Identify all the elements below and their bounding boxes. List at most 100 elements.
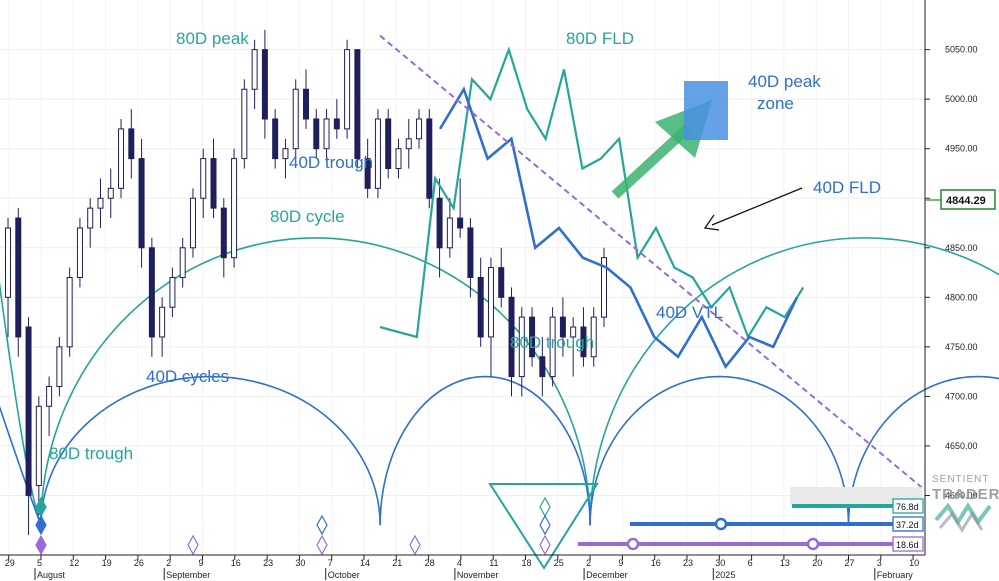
logo-text-top: SENTIENT: [932, 474, 989, 485]
candle-body: [220, 207, 227, 259]
trough-diamond: [35, 534, 47, 556]
vtl-40d-line: [379, 34, 923, 489]
month-label: September: [166, 570, 210, 580]
cycle-arc: [40, 375, 381, 526]
x-tick-label: 30: [715, 558, 725, 568]
label-40d-vtl: 40D VTL: [656, 303, 723, 322]
candle-body: [261, 49, 268, 120]
candle-body: [518, 316, 525, 378]
x-tick-label: 11: [489, 558, 498, 568]
candle-body: [467, 227, 474, 279]
x-tick-label: 10: [909, 558, 919, 568]
trough-diamond: [187, 534, 199, 556]
x-tick-label: 2: [166, 558, 171, 568]
candle-body: [5, 227, 11, 298]
month-label: February: [877, 570, 914, 580]
candle-body: [66, 277, 73, 348]
x-tick-label: 6: [748, 558, 753, 568]
x-tick-label: 9: [199, 558, 204, 568]
cycle-length-40d: 37.2d: [896, 520, 919, 530]
label-80d-peak: 80D peak: [176, 29, 249, 48]
y-tick-label: 5050.00: [945, 45, 978, 55]
y-tick-label: 4800.00: [945, 292, 978, 302]
x-tick-label: 21: [392, 558, 402, 568]
candle-body: [344, 49, 351, 130]
x-tick-label: 5: [37, 558, 42, 568]
x-tick-label: 16: [651, 558, 661, 568]
label-80d-cycle: 80D cycle: [270, 207, 345, 226]
candle-body: [487, 267, 494, 338]
candle-body: [416, 118, 423, 140]
trough-diamond: [316, 534, 328, 556]
price-candles: [5, 29, 607, 536]
candle-body: [118, 128, 125, 189]
x-tick-label: 16: [231, 558, 241, 568]
label-40d-fld: 40D FLD: [813, 178, 881, 197]
x-tick-label: 29: [5, 558, 15, 568]
peak-zone-box: [684, 81, 728, 140]
month-label: 2025: [715, 570, 735, 580]
cycle-length-80d: 76.8d: [896, 502, 919, 512]
cycle-arc: [847, 375, 999, 526]
candle-body: [76, 227, 83, 279]
fld-pointer-arrow: [703, 187, 803, 231]
y-tick-label: 4700.00: [945, 391, 978, 401]
candle-body: [97, 197, 104, 209]
candle-body: [364, 158, 371, 189]
candle-body: [426, 118, 433, 199]
fld-80d-line: [379, 46, 805, 340]
x-tick-label: 30: [295, 558, 305, 568]
candle-body: [446, 217, 453, 249]
x-tick-label: 13: [780, 558, 790, 568]
candle-body: [559, 316, 566, 338]
x-tick-label: 25: [554, 558, 564, 568]
candle-body: [570, 326, 577, 338]
x-tick-label: 3: [877, 558, 882, 568]
cycle-arc: [379, 375, 591, 526]
x-tick-label: 2: [586, 558, 591, 568]
candle-body: [333, 118, 340, 130]
candle-body: [87, 207, 94, 229]
cycle-length-20d: 18.6d: [896, 540, 919, 550]
y-tick-label: 4600.00: [945, 490, 978, 500]
candle-body: [210, 158, 217, 209]
candle-body: [200, 158, 207, 199]
candle-body: [272, 118, 279, 160]
label-40d-peak-zone-2: zone: [757, 94, 794, 113]
candle-body: [549, 316, 556, 378]
candle-body: [395, 148, 402, 170]
y-tick-label: 4950.00: [945, 144, 978, 154]
date-axis: 29 5 12 19 26 2 9 16 23 30 7 14 21 28 4 11 18 25 2 9 16 23 30 6…: [0, 554, 925, 580]
trough-diamond: [539, 496, 551, 518]
month-label: August: [37, 570, 66, 580]
y-tick-label: 4650.00: [945, 441, 978, 451]
candle-body: [56, 346, 63, 387]
candle-body: [179, 247, 186, 278]
candle-body: [169, 277, 176, 308]
x-tick-label: 9: [618, 558, 623, 568]
x-tick-label: 28: [425, 558, 435, 568]
candle-body: [580, 326, 587, 358]
trough-diamond: [316, 514, 328, 536]
trough-diamond: [35, 514, 47, 536]
y-tick-label: 5000.00: [945, 94, 978, 104]
candle-body: [35, 405, 42, 487]
month-label: December: [586, 570, 628, 580]
candle-body: [313, 118, 320, 150]
x-tick-label: 23: [683, 558, 693, 568]
label-80d-trough-right: 80D trough: [510, 333, 594, 352]
candle-body: [374, 118, 381, 189]
candle-body: [590, 316, 597, 358]
x-tick-label: 23: [263, 558, 273, 568]
label-80d-trough-left: 80D trough: [49, 444, 133, 463]
candle-body: [529, 316, 536, 358]
current-price-badge: 4844.29: [925, 189, 996, 210]
cycle-40d-arcs: [0, 375, 999, 526]
candle-body: [323, 118, 330, 150]
trough-diamonds: [35, 496, 551, 556]
trough-triangle-marker: [488, 483, 599, 570]
candle-body: [539, 356, 546, 378]
candle-body: [477, 277, 484, 338]
